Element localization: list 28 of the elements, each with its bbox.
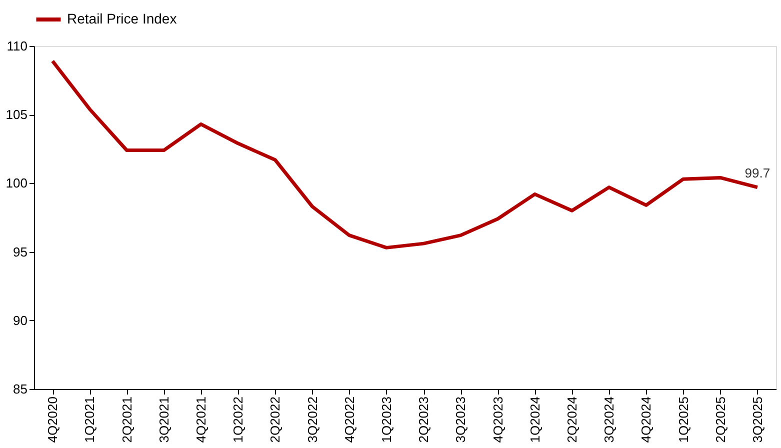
y-tick-label: 85	[13, 382, 28, 396]
x-tick-label: 3Q2024	[602, 396, 617, 443]
x-tick-label: 4Q2022	[342, 396, 357, 443]
y-tick-label: 110	[6, 38, 28, 54]
x-tick-label: 3Q2021	[156, 396, 172, 443]
y-tick-label: 105	[6, 107, 28, 122]
x-tick-label: 2Q2022	[268, 396, 283, 443]
x-tick-label: 3Q2023	[453, 396, 468, 443]
data-label: 99.7	[744, 165, 770, 180]
x-tick-label: 1Q2024	[527, 396, 542, 443]
x-tick-label: 2Q2024	[564, 396, 580, 443]
x-tick-label: 4Q2023	[490, 396, 506, 443]
legend-label: Retail Price Index	[67, 10, 177, 26]
x-tick-label: 2Q2023	[416, 396, 432, 443]
x-tick-label: 1Q2022	[230, 396, 246, 443]
x-tick-label: 2Q2021	[119, 396, 134, 443]
x-tick-label: 1Q2023	[378, 396, 394, 443]
x-tick-label: 3Q2025	[750, 396, 765, 443]
x-tick-label: 4Q2021	[193, 396, 208, 443]
x-tick-label: 2Q2025	[712, 396, 728, 443]
y-tick-label: 100	[6, 176, 28, 191]
y-tick-label: 95	[13, 244, 28, 260]
x-tick-label: 3Q2022	[304, 396, 320, 443]
x-tick-label: 4Q2024	[638, 396, 654, 443]
x-tick-label: 1Q2025	[676, 396, 691, 443]
x-tick-label: 4Q2020	[45, 396, 60, 443]
y-tick-label: 90	[13, 312, 28, 328]
x-tick-label: 1Q2021	[82, 396, 98, 443]
